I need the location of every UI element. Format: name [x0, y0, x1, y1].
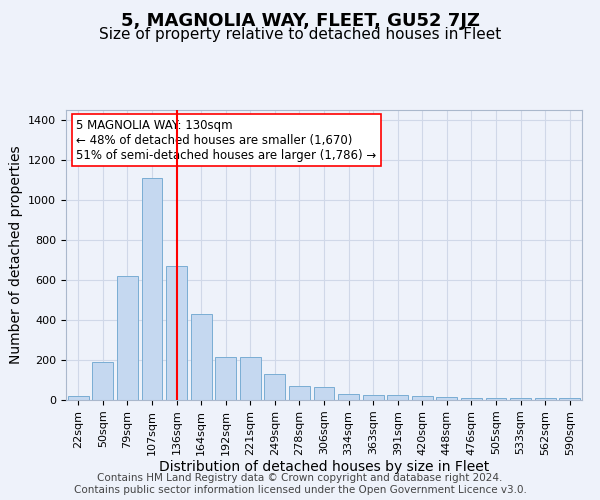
- Bar: [535, 398, 556, 400]
- Bar: [117, 276, 138, 400]
- Bar: [387, 395, 408, 400]
- Bar: [191, 314, 212, 400]
- Bar: [362, 395, 383, 400]
- X-axis label: Distribution of detached houses by size in Fleet: Distribution of detached houses by size …: [159, 460, 489, 474]
- Bar: [240, 357, 261, 400]
- Bar: [215, 357, 236, 400]
- Text: Size of property relative to detached houses in Fleet: Size of property relative to detached ho…: [99, 28, 501, 42]
- Bar: [485, 398, 506, 400]
- Bar: [338, 394, 359, 400]
- Y-axis label: Number of detached properties: Number of detached properties: [8, 146, 23, 364]
- Text: Contains HM Land Registry data © Crown copyright and database right 2024.
Contai: Contains HM Land Registry data © Crown c…: [74, 474, 526, 495]
- Bar: [92, 362, 113, 400]
- Bar: [289, 386, 310, 400]
- Bar: [166, 266, 187, 400]
- Bar: [142, 178, 163, 400]
- Bar: [461, 398, 482, 400]
- Text: 5, MAGNOLIA WAY, FLEET, GU52 7JZ: 5, MAGNOLIA WAY, FLEET, GU52 7JZ: [121, 12, 479, 30]
- Bar: [68, 396, 89, 400]
- Bar: [559, 398, 580, 400]
- Bar: [436, 397, 457, 400]
- Bar: [510, 398, 531, 400]
- Text: 5 MAGNOLIA WAY: 130sqm
← 48% of detached houses are smaller (1,670)
51% of semi-: 5 MAGNOLIA WAY: 130sqm ← 48% of detached…: [76, 118, 377, 162]
- Bar: [265, 374, 286, 400]
- Bar: [314, 387, 334, 400]
- Bar: [412, 396, 433, 400]
